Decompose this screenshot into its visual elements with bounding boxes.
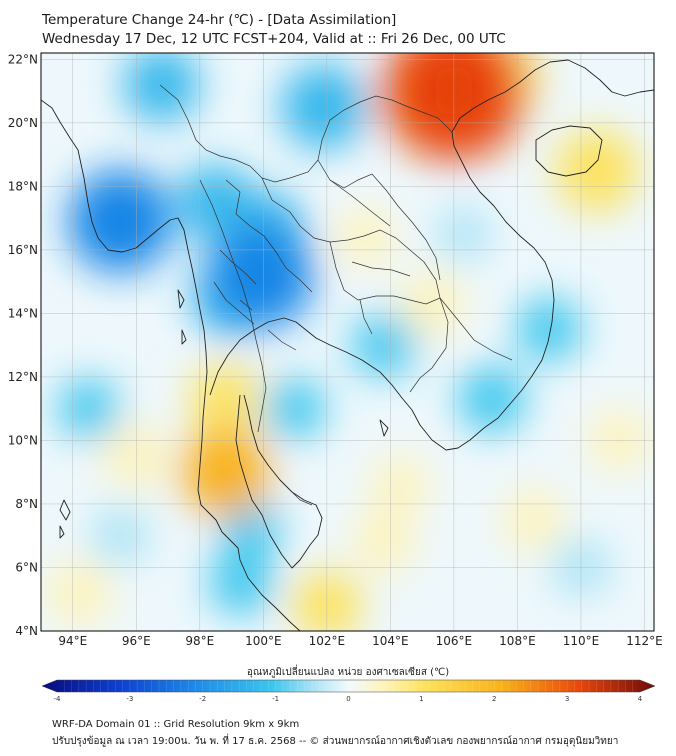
latitude-label: 4°N	[15, 624, 38, 638]
temperature-anomaly	[352, 313, 416, 377]
longitude-label: 98°E	[185, 634, 214, 648]
colorbar-tick-label: 0	[346, 695, 350, 703]
colorbar-label: อุณหภูมิเปลี่ยนแปลง หน่วย องศาเซลเซียส (…	[247, 664, 449, 678]
colorbar	[41, 679, 656, 693]
map-title: Temperature Change 24-hr (℃) - [Data Ass…	[42, 12, 397, 28]
gridlines	[41, 53, 654, 631]
longitude-label: 100°E	[245, 634, 282, 648]
latitude-label: 18°N	[8, 179, 38, 193]
temperature-anomaly	[371, 456, 429, 514]
latitude-label: 22°N	[8, 52, 38, 66]
footer-credits: ปรับปรุงข้อมูล ณ เวลา 19:00น. วัน พ. ที่…	[52, 736, 619, 747]
temperature-anomaly	[190, 364, 261, 434]
latitude-label: 10°N	[8, 433, 38, 447]
temperature-anomaly	[123, 53, 200, 123]
map-subtitle: Wednesday 17 Dec, 12 UTC FCST+204, Valid…	[42, 31, 506, 47]
longitude-label: 110°E	[563, 634, 600, 648]
temperature-anomaly	[92, 507, 149, 565]
temperature-anomaly	[280, 64, 367, 150]
longitude-label: 108°E	[499, 634, 536, 648]
colorbar-tick-label: -2	[199, 695, 206, 703]
colorbar-tick-label: 1	[419, 695, 423, 703]
colorbar-tick-label: -1	[272, 695, 279, 703]
longitude-label: 96°E	[122, 634, 151, 648]
latitude-label: 14°N	[8, 306, 38, 320]
longitude-label: 106°E	[436, 634, 473, 648]
temperature-anomaly	[58, 378, 119, 439]
latitude-label: 6°N	[15, 560, 38, 574]
longitude-label: 112°E	[626, 634, 663, 648]
colorbar-tick-label: 3	[565, 695, 569, 703]
colorbar-tick-label: -3	[126, 695, 133, 703]
temperature-anomaly	[265, 378, 326, 439]
temperature-anomaly	[555, 129, 639, 212]
anomaly-core	[106, 207, 135, 236]
temperature-anomaly	[436, 207, 491, 261]
latitude-label: 16°N	[8, 243, 38, 257]
latitude-labels: 22°N 20°N 18°N 16°N 14°N 12°N 10°N 8°N 6°N 4°N	[8, 52, 38, 638]
footer-model-info: WRF-DA Domain 01 :: Grid Resolution 9km …	[52, 719, 300, 730]
temperature-anomaly	[458, 365, 526, 433]
borders	[159, 84, 513, 506]
anomaly-core	[246, 261, 275, 290]
latitude-label: 12°N	[8, 370, 38, 384]
temperature-anomaly	[47, 561, 111, 625]
latitude-label: 20°N	[8, 116, 38, 130]
temperature-field	[47, 53, 650, 631]
longitude-label: 94°E	[58, 634, 87, 648]
longitude-label: 102°E	[309, 634, 346, 648]
temperature-anomaly	[336, 208, 394, 266]
longitude-labels: 94°E 96°E 98°E 100°E 102°E 104°E 106°E 108°E 110…	[58, 634, 662, 648]
latitude-label: 8°N	[15, 497, 38, 511]
coastlines	[41, 59, 654, 631]
colorbar-ticks: -4 -3 -2 -1 0 1 2 3 4	[54, 680, 643, 703]
colorbar-tick-label: 4	[638, 695, 643, 703]
temperature-anomaly	[354, 512, 415, 573]
temperature-anomaly	[517, 297, 581, 361]
plot-frame	[40, 52, 655, 632]
temperature-anomaly	[180, 427, 270, 517]
longitude-label: 104°E	[372, 634, 409, 648]
colorbar-tick-label: -4	[54, 695, 62, 703]
temperature-anomaly	[503, 489, 564, 550]
colorbar-tick-label: 2	[492, 695, 496, 703]
